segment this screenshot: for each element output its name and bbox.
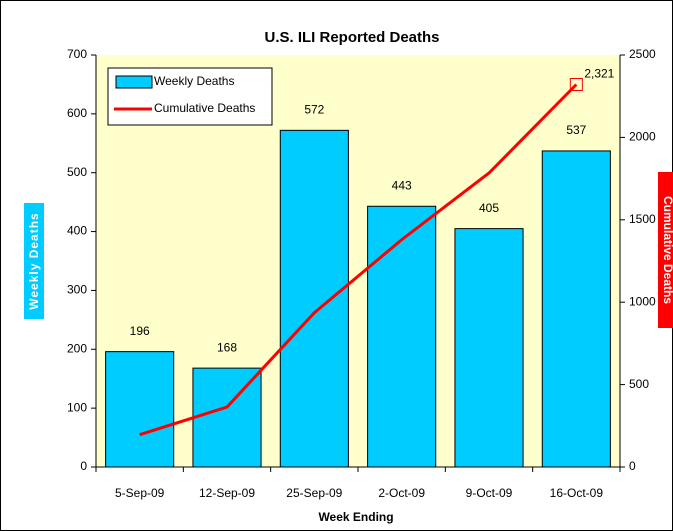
y-tick-label: 200 xyxy=(67,341,87,355)
y-axis-title: Weekly Deaths xyxy=(27,212,41,310)
bar xyxy=(105,351,175,468)
y2-tick-label: 0 xyxy=(629,459,636,473)
line-marker xyxy=(569,77,583,91)
bar xyxy=(367,205,437,468)
bar-value-label: 537 xyxy=(566,123,586,137)
x-tick-label: 5-Sep-09 xyxy=(115,486,165,500)
x-tick-label: 12-Sep-09 xyxy=(199,486,255,500)
y-tick-label: 700 xyxy=(67,47,87,61)
x-tick-label: 25-Sep-09 xyxy=(286,486,342,500)
bar xyxy=(454,228,524,468)
x-axis-title: Week Ending xyxy=(318,510,393,524)
x-tick-label: 2-Oct-09 xyxy=(378,486,425,500)
y-tick-label: 300 xyxy=(67,283,87,297)
y2-tick-label: 1000 xyxy=(629,294,656,308)
bar-value-label: 443 xyxy=(392,178,412,192)
y2-tick-label: 2500 xyxy=(629,47,656,61)
y-tick-label: 0 xyxy=(80,459,87,473)
y2-axis-title-bg xyxy=(658,172,673,328)
y-tick-label: 400 xyxy=(67,224,87,238)
bar-value-label: 168 xyxy=(217,340,237,354)
y2-tick-label: 1500 xyxy=(629,212,656,226)
y2-axis-title-group: Cumulative Deaths xyxy=(658,172,673,328)
bar-value-label: 405 xyxy=(479,201,499,215)
legend-label: Weekly Deaths xyxy=(154,74,234,88)
y-tick-label: 600 xyxy=(67,106,87,120)
chart-title: U.S. ILI Reported Deaths xyxy=(264,29,439,46)
y2-tick-label: 500 xyxy=(629,377,649,391)
bar-value-label: 196 xyxy=(130,324,150,338)
bar xyxy=(279,129,349,468)
y-axis-title-bg xyxy=(24,203,44,319)
line-value-label: 2,321 xyxy=(584,67,614,81)
legend-label: Cumulative Deaths xyxy=(154,101,255,115)
line xyxy=(139,83,578,437)
bar-value-label: 572 xyxy=(304,103,324,117)
bar xyxy=(541,150,611,468)
y2-axis-title: Cumulative Deaths xyxy=(661,196,673,304)
y-tick-label: 500 xyxy=(67,165,87,179)
y-axis-title-group: Weekly Deaths xyxy=(24,203,44,319)
y-tick-label: 100 xyxy=(67,400,87,414)
y2-tick-label: 2000 xyxy=(629,130,656,144)
x-tick-label: 16-Oct-09 xyxy=(550,486,604,500)
x-tick-label: 9-Oct-09 xyxy=(466,486,513,500)
legend-swatch xyxy=(115,75,153,89)
